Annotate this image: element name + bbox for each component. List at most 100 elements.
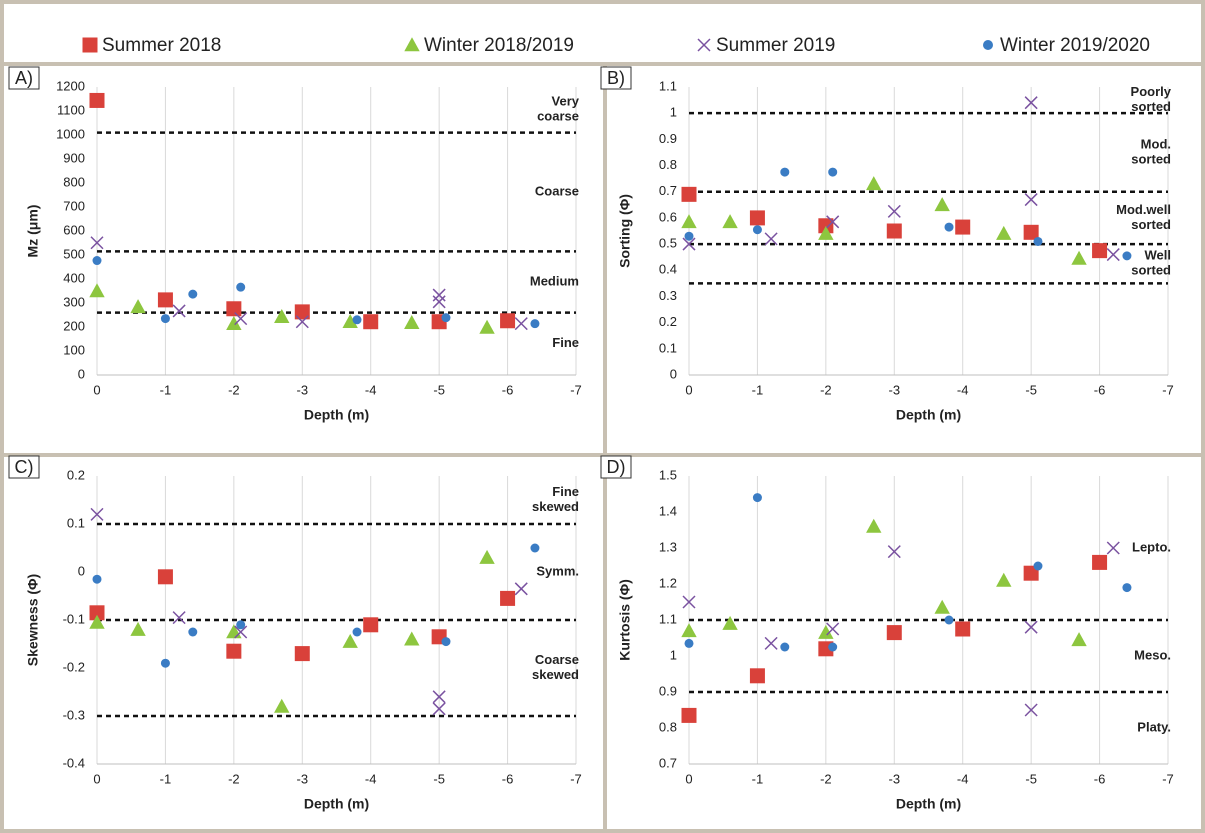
- marker-triangle: [818, 225, 834, 240]
- marker-triangle: [1071, 250, 1087, 265]
- x-tick-label: -2: [228, 382, 240, 397]
- marker-square: [1023, 565, 1039, 581]
- marker-cross: [432, 690, 446, 704]
- y-tick-label: 1.4: [659, 503, 677, 518]
- x-tick-label: -5: [433, 382, 445, 397]
- marker-cross: [764, 232, 778, 246]
- marker-circle: [160, 658, 170, 668]
- x-tick-label: -1: [752, 771, 764, 786]
- y-tick-label: 0.8: [659, 719, 677, 734]
- y-tick-label: 1.1: [659, 611, 677, 626]
- x-tick-label: -4: [957, 382, 969, 397]
- legend-marker: [983, 40, 993, 50]
- marker-square: [500, 313, 516, 329]
- y-axis-label: Skewness (Φ): [25, 574, 41, 666]
- zone-label: Coarse: [535, 183, 579, 198]
- x-tick-label: -3: [297, 771, 309, 786]
- zone-label: Well: [1145, 248, 1172, 263]
- marker-circle: [236, 620, 246, 630]
- marker-cross: [682, 595, 696, 609]
- x-tick-label: -2: [820, 771, 832, 786]
- marker-square: [226, 301, 242, 317]
- marker-square: [955, 621, 971, 637]
- y-tick-label: 600: [63, 222, 85, 237]
- marker-triangle: [342, 633, 358, 648]
- y-tick-label: 0.5: [659, 236, 677, 251]
- marker-circle: [188, 627, 198, 637]
- y-tick-label: 0.7: [659, 183, 677, 198]
- y-tick-label: -0.2: [63, 659, 85, 674]
- marker-square: [886, 625, 902, 641]
- marker-cross: [172, 304, 186, 318]
- y-tick-label: 800: [63, 174, 85, 189]
- marker-cross: [514, 582, 528, 596]
- y-tick-label: 0.4: [659, 262, 677, 277]
- y-tick-label: 0: [670, 366, 677, 381]
- zone-label: Poorly: [1131, 84, 1172, 99]
- legend-marker: [697, 38, 711, 52]
- zone-label: Coarse: [535, 652, 579, 667]
- y-tick-label: 1200: [56, 78, 85, 93]
- marker-circle: [752, 493, 762, 503]
- zone-label: Mod.well: [1116, 202, 1171, 217]
- marker-cross: [432, 295, 446, 309]
- y-tick-label: 0.6: [659, 209, 677, 224]
- y-tick-label: 1: [670, 105, 677, 120]
- marker-circle: [1033, 236, 1043, 246]
- y-tick-label: 0: [78, 366, 85, 381]
- panel-label-box: [600, 455, 632, 479]
- marker-triangle: [479, 549, 495, 564]
- marker-square: [1092, 554, 1108, 570]
- marker-circle: [92, 256, 102, 266]
- zone-label: Symm.: [536, 563, 579, 578]
- marker-circle: [160, 314, 170, 324]
- x-tick-label: -5: [1025, 382, 1037, 397]
- zone-label: Fine: [552, 335, 579, 350]
- x-axis-label: Depth (m): [896, 407, 961, 423]
- marker-square: [157, 292, 173, 308]
- marker-triangle: [130, 299, 146, 314]
- marker-triangle: [1071, 632, 1087, 647]
- marker-cross: [764, 636, 778, 650]
- y-tick-label: 1.3: [659, 539, 677, 554]
- marker-cross: [172, 611, 186, 625]
- marker-triangle: [866, 518, 882, 533]
- marker-circle: [780, 167, 790, 177]
- marker-cross: [295, 315, 309, 329]
- x-axis-label: Depth (m): [896, 796, 961, 812]
- y-tick-label: 1.1: [659, 78, 677, 93]
- marker-square: [681, 186, 697, 202]
- marker-circle: [92, 574, 102, 584]
- x-tick-label: -1: [160, 382, 172, 397]
- marker-circle: [944, 222, 954, 232]
- marker-cross: [90, 507, 104, 521]
- marker-square: [89, 92, 105, 108]
- legend-label: Winter 2019/2020: [1000, 35, 1150, 56]
- marker-circle: [780, 642, 790, 652]
- marker-square: [294, 304, 310, 320]
- marker-square: [294, 646, 310, 662]
- marker-triangle: [722, 615, 738, 630]
- marker-triangle: [130, 621, 146, 636]
- y-tick-label: -0.1: [63, 611, 85, 626]
- marker-triangle: [479, 319, 495, 334]
- x-tick-label: -1: [160, 771, 172, 786]
- marker-square: [749, 210, 765, 226]
- marker-circle: [828, 167, 838, 177]
- marker-square: [363, 617, 379, 633]
- marker-cross: [1106, 248, 1120, 262]
- x-tick-label: -6: [502, 771, 514, 786]
- marker-triangle: [866, 176, 882, 191]
- zone-label: skewed: [532, 499, 579, 514]
- marker-cross: [1106, 541, 1120, 555]
- y-tick-label: 400: [63, 270, 85, 285]
- y-tick-label: 0.1: [67, 515, 85, 530]
- zone-label: Fine: [552, 484, 579, 499]
- marker-cross: [826, 215, 840, 229]
- marker-cross: [234, 625, 248, 639]
- marker-circle: [441, 637, 451, 647]
- x-tick-label: -4: [365, 771, 377, 786]
- marker-circle: [1033, 561, 1043, 571]
- zone-label: Lepto.: [1132, 539, 1171, 554]
